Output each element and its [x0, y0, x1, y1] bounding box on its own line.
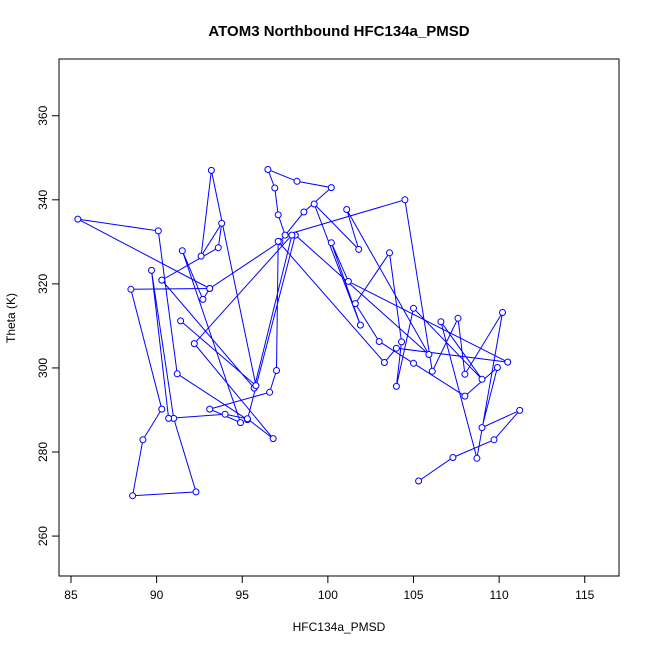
x-axis-label: HFC134a_PMSD — [293, 620, 386, 634]
data-point — [356, 321, 364, 329]
data-point — [461, 392, 469, 400]
y-tick-label: 300 — [36, 358, 50, 378]
data-point — [375, 338, 383, 345]
data-point — [327, 239, 335, 247]
data-point — [415, 477, 423, 485]
data-point — [425, 351, 433, 358]
data-point — [428, 367, 436, 375]
data-point — [177, 317, 185, 325]
data-point — [274, 237, 282, 245]
data-point — [310, 200, 318, 208]
chart-title: ATOM3 Northbound HFC134a_PMSD — [208, 23, 469, 40]
data-point — [461, 370, 469, 378]
y-tick-label: 260 — [36, 526, 50, 546]
data-point — [252, 382, 260, 390]
data-point — [300, 208, 308, 216]
x-tick-label: 110 — [490, 588, 509, 602]
data-point — [206, 405, 214, 413]
x-tick-label: 85 — [64, 588, 78, 602]
data-point — [351, 300, 359, 308]
data-point — [74, 215, 82, 223]
data-point — [127, 285, 135, 293]
x-axis: 85 90 95 100 105 110 115 — [64, 575, 595, 602]
data-point — [269, 435, 277, 443]
data-point — [192, 488, 200, 496]
data-point — [386, 249, 393, 257]
data-point — [197, 252, 205, 260]
data-point — [207, 166, 215, 174]
data-point — [271, 184, 279, 192]
data-point — [165, 414, 173, 422]
y-axis-label: Theta (K) — [4, 293, 18, 343]
data-point — [392, 344, 400, 352]
y-tick-label: 360 — [36, 105, 50, 125]
x-tick-label: 115 — [575, 588, 594, 602]
data-point — [493, 364, 501, 371]
data-point — [478, 424, 486, 432]
data-point — [410, 304, 417, 312]
data-point — [273, 367, 280, 374]
data-point — [327, 184, 335, 192]
data-point — [237, 419, 244, 427]
data-point — [392, 382, 400, 390]
x-tick-label: 95 — [236, 588, 250, 602]
data-point — [214, 244, 222, 252]
data-point — [516, 406, 524, 414]
data-point — [158, 405, 166, 413]
data-point — [504, 358, 512, 366]
x-tick-label: 100 — [318, 588, 338, 602]
data-point — [158, 276, 166, 284]
data-point — [129, 492, 137, 500]
data-point — [221, 410, 229, 418]
data-point — [206, 285, 214, 292]
x-tick-label: 105 — [403, 588, 423, 602]
data-point — [344, 277, 352, 285]
data-point — [380, 359, 388, 366]
data-point — [148, 266, 155, 274]
y-tick-label: 320 — [36, 274, 50, 294]
data-point — [190, 340, 198, 348]
data-point — [243, 415, 251, 423]
data-point — [437, 318, 445, 326]
x-tick-label: 90 — [150, 588, 164, 602]
data-point — [154, 227, 162, 235]
data-point — [293, 177, 301, 185]
data-point — [288, 231, 296, 239]
data-point — [473, 454, 481, 462]
data-point — [139, 436, 147, 444]
data-point — [490, 436, 498, 444]
data-point — [218, 219, 226, 227]
data-point — [343, 206, 351, 213]
data-point — [410, 359, 417, 367]
data-point — [266, 388, 274, 396]
data-point — [281, 231, 289, 239]
data-point — [449, 454, 457, 461]
data-point — [454, 314, 462, 322]
y-tick-label: 340 — [36, 189, 50, 209]
data-point — [398, 338, 405, 346]
data-point — [478, 375, 486, 383]
data-point — [199, 295, 207, 303]
data-point — [499, 309, 506, 316]
series-layer — [74, 166, 524, 500]
data-point — [401, 196, 409, 204]
y-tick-label: 280 — [36, 442, 50, 462]
data-point — [173, 370, 181, 378]
data-point — [274, 211, 282, 219]
data-point — [355, 245, 363, 253]
data-point — [264, 166, 272, 173]
y-axis: 260 280 300 320 340 360 — [36, 105, 60, 546]
data-point — [178, 247, 186, 255]
